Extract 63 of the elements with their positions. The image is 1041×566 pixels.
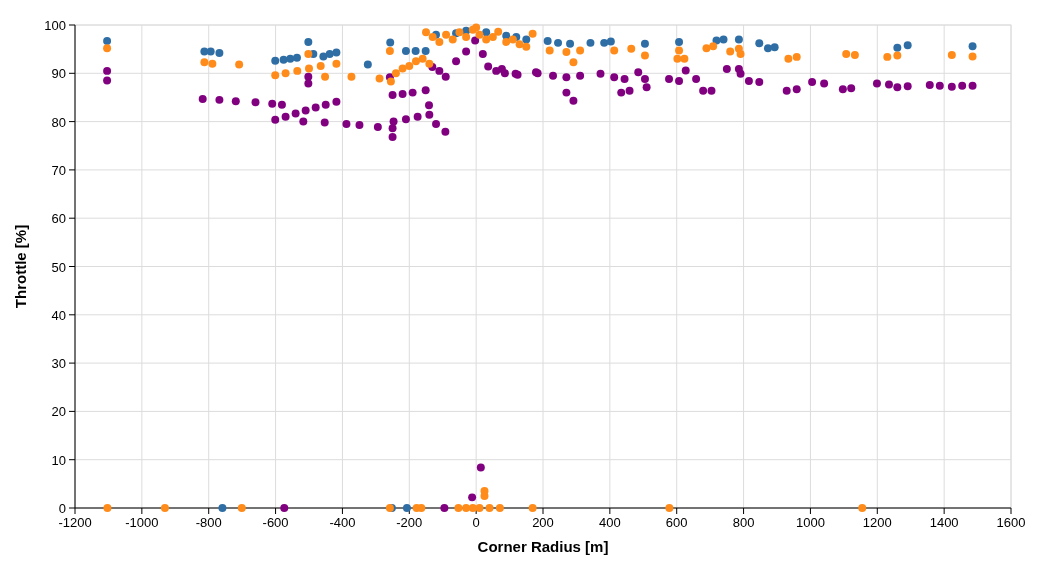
point [103,36,112,45]
point [566,39,575,48]
x-tick-label: 1000 [795,515,825,530]
x-tick-label: 1600 [996,515,1026,530]
x-tick-label: -600 [262,515,289,530]
point [215,49,224,57]
x-tick-label: -1000 [125,515,159,530]
point [968,42,977,51]
point [206,47,215,56]
y-tick-label: 40 [51,307,66,323]
point [734,35,743,44]
point [554,38,563,47]
point [363,60,372,69]
y-tick-label: 20 [51,404,66,420]
point [522,35,531,44]
point [325,50,334,58]
point [386,38,395,47]
x-tick-label: -800 [195,515,222,530]
x-tick-label: 200 [532,515,554,530]
point [903,41,912,50]
y-tick-label: 100 [44,18,66,33]
x-tick-label: 0 [472,515,480,530]
point [893,43,902,52]
x-tick-label: -400 [329,515,356,530]
x-tick-label: -200 [396,515,423,530]
x-tick-label: 600 [665,515,688,530]
point [411,47,420,56]
point [319,52,328,61]
y-tick-label: 50 [51,259,66,275]
point [402,504,411,512]
point [332,48,341,57]
y-tick-label: 30 [51,356,66,372]
point [292,53,301,62]
point [600,38,609,47]
y-axis-title: Throttle [%] [12,224,29,309]
point [304,37,313,46]
y-tick-label: 10 [51,452,66,468]
point [482,28,491,37]
x-tick-label: 1200 [862,515,892,530]
point [218,504,227,512]
point [755,39,764,48]
point [606,37,615,46]
point [586,38,595,47]
point [271,56,280,65]
point [401,47,410,56]
x-tick-label: 400 [599,515,621,530]
x-axis-title: Corner Radius [m] [477,538,609,555]
point [421,47,430,56]
y-tick-label: 60 [51,211,66,227]
point [719,35,728,44]
point [763,44,772,53]
x-tick-label: 1400 [929,515,959,530]
y-tick-label: 80 [51,114,66,130]
point [286,54,295,63]
y-tick-label: 0 [58,501,66,516]
point [770,43,779,52]
point [675,37,684,46]
x-tick-label: 800 [732,515,755,530]
y-tick-label: 90 [51,66,66,82]
y-tick-label: 70 [51,162,66,178]
point [543,36,552,45]
point [640,39,649,48]
x-tick-label: -1200 [58,515,92,530]
